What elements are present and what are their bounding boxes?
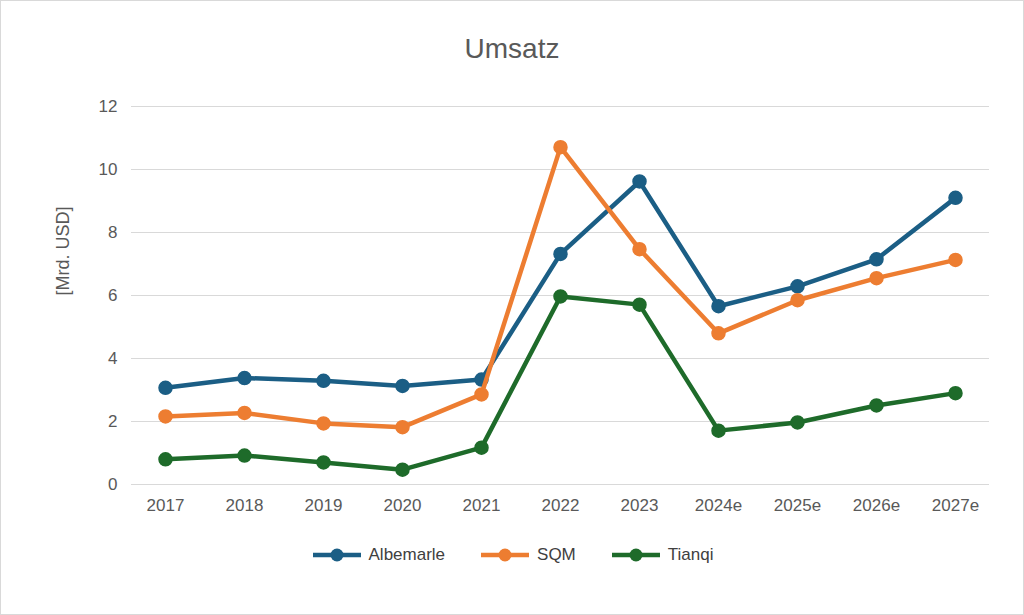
svg-text:10: 10: [99, 160, 118, 179]
svg-text:2027e: 2027e: [932, 496, 979, 515]
svg-text:[Mrd. USD]: [Mrd. USD]: [53, 206, 73, 295]
svg-text:2017: 2017: [147, 496, 185, 515]
svg-text:2025e: 2025e: [774, 496, 821, 515]
svg-text:6: 6: [108, 286, 117, 305]
svg-text:2018: 2018: [226, 496, 264, 515]
svg-text:8: 8: [108, 223, 117, 242]
svg-text:0: 0: [108, 475, 117, 494]
svg-text:2026e: 2026e: [853, 496, 900, 515]
svg-text:2019: 2019: [305, 496, 343, 515]
svg-text:2021: 2021: [463, 496, 501, 515]
svg-text:2022: 2022: [542, 496, 580, 515]
html-text:Umsatz: Umsatz: [464, 33, 560, 64]
html-text:Albemarle: Albemarle: [368, 545, 446, 564]
svg-text:2020: 2020: [384, 496, 422, 515]
svg-text:2023: 2023: [621, 496, 659, 515]
svg-text:12: 12: [99, 97, 118, 116]
html-text:SQM: SQM: [537, 545, 576, 564]
html-text:Tianqi: Tianqi: [667, 545, 714, 564]
svg-text:4: 4: [108, 349, 117, 368]
svg-text:2: 2: [108, 412, 117, 431]
svg-text:2024e: 2024e: [695, 496, 742, 515]
